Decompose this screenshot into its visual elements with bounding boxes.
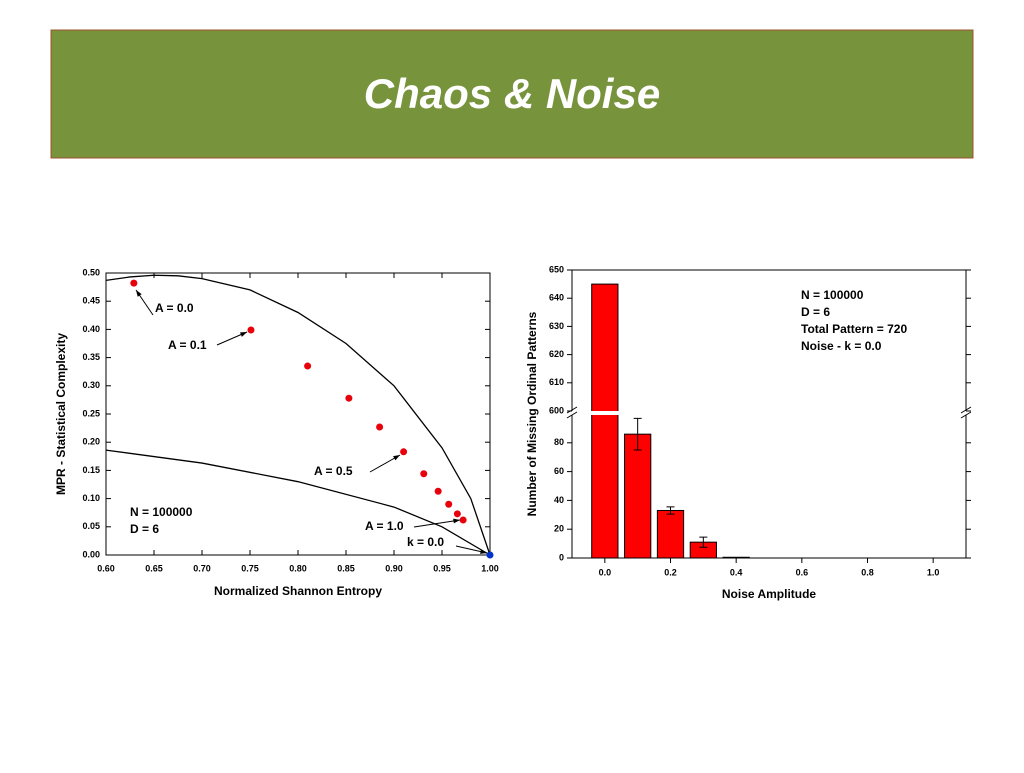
x-tick-label: 0.80 — [289, 563, 307, 573]
data-point — [420, 470, 428, 478]
error-bar — [633, 417, 642, 451]
x-tick-label: 1.0 — [927, 567, 940, 577]
arrow-head — [136, 290, 142, 297]
y-tick-label: 0.05 — [82, 521, 100, 531]
x-axis-label: Normalized Shannon Entropy — [214, 584, 382, 598]
annotation: D = 6 — [801, 305, 830, 319]
x-tick-label: 0.2 — [664, 567, 677, 577]
header-band — [50, 29, 974, 159]
axis-break-mark — [960, 406, 972, 419]
bar — [591, 283, 619, 559]
y-tick-label: 80 — [554, 437, 564, 447]
y-tick-label: 0 — [559, 552, 564, 562]
annotation: Noise - k = 0.0 — [801, 339, 882, 353]
axis-break-gap — [566, 411, 972, 415]
y-tick-label: 0.20 — [82, 437, 100, 447]
x-tick-label: 1.00 — [481, 563, 499, 573]
x-axis-label: Noise Amplitude — [722, 587, 817, 601]
x-tick-label: 0.75 — [241, 563, 259, 573]
annotation: N = 100000 — [801, 288, 864, 302]
slide-title: Chaos & Noise — [364, 70, 660, 117]
annotation: D = 6 — [130, 522, 159, 536]
annotation: Total Pattern = 720 — [801, 322, 907, 336]
data-point — [247, 326, 255, 334]
y-tick-label: 0.50 — [82, 267, 100, 277]
data-point — [400, 448, 408, 456]
y-tick-label: 600 — [549, 405, 564, 415]
x-tick-label: 0.60 — [97, 563, 115, 573]
y-tick-label: 640 — [549, 293, 564, 303]
annotation: A = 0.5 — [314, 464, 353, 478]
data-point — [459, 516, 467, 524]
x-tick-label: 0.6 — [796, 567, 809, 577]
data-point — [304, 362, 312, 370]
x-tick-label: 0.0 — [599, 567, 612, 577]
annotation: k = 0.0 — [407, 535, 444, 549]
bar — [722, 556, 750, 559]
x-tick-label: 0.8 — [861, 567, 874, 577]
annotation: A = 0.1 — [168, 338, 207, 352]
data-point — [445, 500, 453, 508]
y-tick-label: 0.00 — [82, 549, 100, 559]
y-tick-label: 0.10 — [82, 493, 100, 503]
y-tick-label: 0.30 — [82, 380, 100, 390]
x-tick-label: 0.90 — [385, 563, 403, 573]
annotation: A = 0.0 — [155, 301, 194, 315]
y-tick-label: 650 — [549, 264, 564, 274]
bar — [624, 433, 652, 559]
data-point — [486, 551, 494, 559]
x-tick-label: 0.70 — [193, 563, 211, 573]
y-tick-label: 60 — [554, 466, 564, 476]
error-bar — [699, 536, 708, 548]
arrow-head — [480, 549, 487, 554]
data-point — [345, 394, 353, 402]
y-tick-label: 0.40 — [82, 324, 100, 334]
axis-break-mark — [566, 406, 578, 419]
y-tick-label: 0.15 — [82, 465, 100, 475]
bar — [656, 509, 685, 559]
data-point — [130, 279, 138, 287]
y-tick-label: 0.45 — [82, 296, 100, 306]
annotation: A = 1.0 — [365, 519, 404, 533]
error-bar — [666, 506, 675, 515]
y-tick-label: 0.35 — [82, 352, 100, 362]
y-tick-label: 630 — [549, 321, 564, 331]
y-axis-label: MPR - Statistical Complexity — [54, 333, 68, 495]
y-tick-label: 610 — [549, 377, 564, 387]
boundary-curve — [105, 449, 491, 556]
x-tick-label: 0.95 — [433, 563, 451, 573]
y-tick-label: 20 — [554, 524, 564, 534]
x-tick-label: 0.85 — [337, 563, 355, 573]
data-point — [434, 487, 442, 495]
arrow-line — [413, 519, 461, 528]
arrow-head — [240, 332, 247, 337]
x-tick-label: 0.65 — [145, 563, 163, 573]
arrow-head — [393, 455, 400, 461]
y-tick-label: 620 — [549, 349, 564, 359]
x-tick-label: 0.4 — [730, 567, 743, 577]
annotation: N = 100000 — [130, 505, 193, 519]
boundary-curve — [105, 274, 491, 556]
y-tick-label: 0.25 — [82, 408, 100, 418]
data-point — [453, 510, 461, 518]
y-axis-label: Number of Missing Ordinal Patterns — [525, 311, 539, 516]
y-tick-label: 40 — [554, 495, 564, 505]
data-point — [376, 423, 384, 431]
arrow-head — [453, 518, 460, 524]
